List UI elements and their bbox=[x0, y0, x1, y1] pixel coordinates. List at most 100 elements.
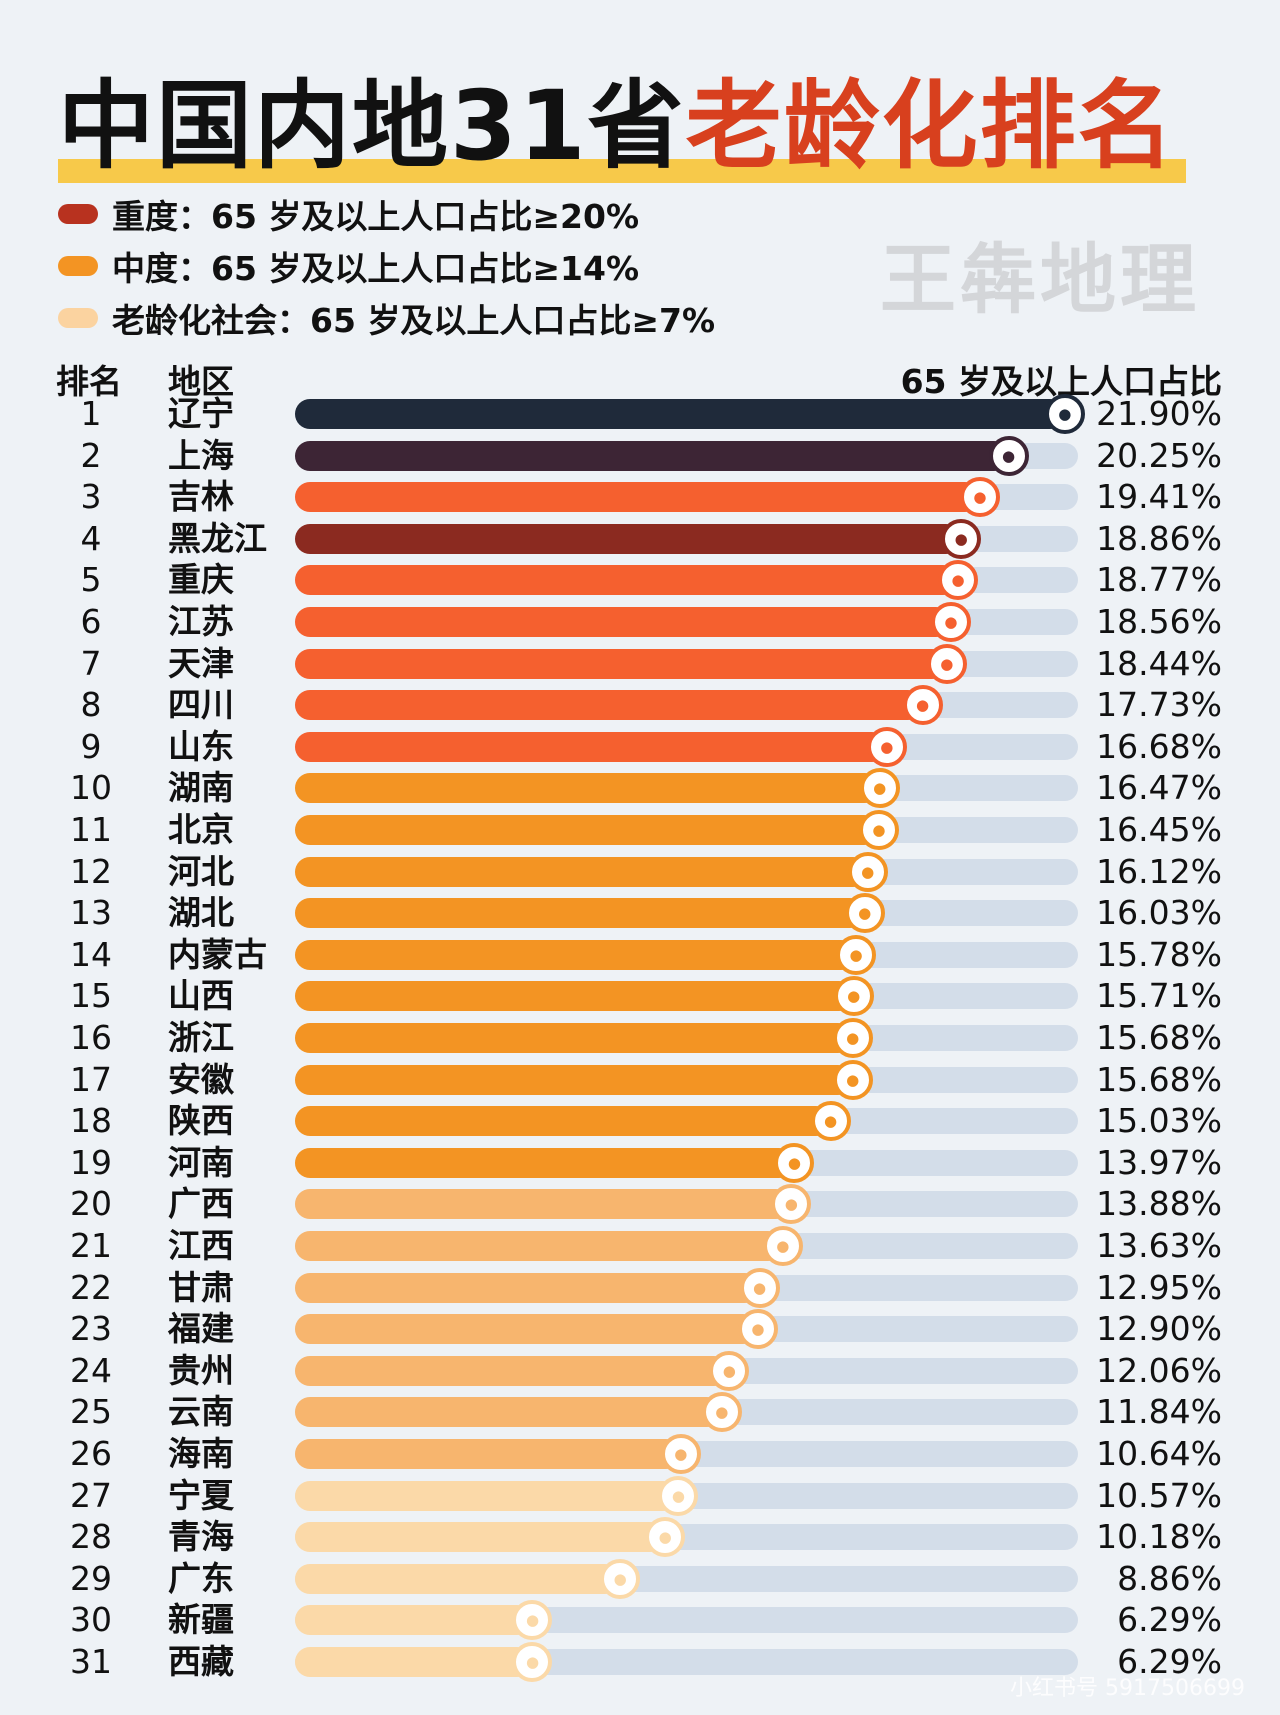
region-label: 海南 bbox=[168, 1434, 234, 1473]
region-label: 山东 bbox=[168, 726, 234, 766]
region-icon: ● bbox=[832, 1059, 873, 1100]
rank-label: 6 bbox=[80, 602, 102, 641]
region-icon: ● bbox=[938, 560, 979, 601]
bar bbox=[295, 939, 857, 970]
region-label: 贵州 bbox=[168, 1350, 234, 1390]
rank-label: 1 bbox=[80, 394, 102, 433]
region-icon: ● bbox=[660, 1434, 701, 1474]
region-label: 甘肃 bbox=[168, 1267, 234, 1307]
bar bbox=[295, 1439, 681, 1469]
bar bbox=[295, 1355, 730, 1386]
legend-label: 中度：65 岁及以上人口占比≥14% bbox=[112, 249, 640, 288]
region-icon: ● bbox=[739, 1267, 780, 1308]
bar bbox=[295, 648, 947, 679]
region-label: 新疆 bbox=[168, 1600, 234, 1640]
rank-label: 17 bbox=[70, 1059, 112, 1099]
region-label: 内蒙古 bbox=[168, 934, 267, 974]
bar bbox=[295, 1023, 853, 1053]
region-label: 福建 bbox=[168, 1309, 234, 1349]
region-label: 河南 bbox=[168, 1142, 234, 1182]
rank-label: 18 bbox=[70, 1101, 112, 1141]
bar-row: 4 黑龙江 ● 18.86% bbox=[0, 518, 1280, 560]
region-icon: ● bbox=[832, 1018, 873, 1058]
bar-row: 10 湖南 ● 16.47% bbox=[0, 767, 1280, 809]
bar-row: 12 河北 ● 16.12% bbox=[0, 851, 1280, 893]
region-icon: ● bbox=[771, 1184, 812, 1225]
bar-row: 29 广东 ● 8.86% bbox=[0, 1558, 1280, 1600]
value-label: 16.12% bbox=[1096, 851, 1222, 891]
value-label: 17.73% bbox=[1096, 685, 1222, 725]
region-icon: ● bbox=[833, 976, 874, 1017]
rank-label: 28 bbox=[70, 1517, 112, 1557]
region-icon: ● bbox=[600, 1558, 641, 1599]
rank-label: 26 bbox=[70, 1434, 112, 1473]
bar bbox=[295, 856, 868, 887]
bar-row: 24 贵州 ● 12.06% bbox=[0, 1350, 1280, 1392]
value-label: 15.68% bbox=[1096, 1018, 1222, 1057]
region-icon: ● bbox=[959, 477, 1000, 518]
bar-row: 27 宁夏 ● 10.57% bbox=[0, 1475, 1280, 1517]
region-icon: ● bbox=[988, 435, 1029, 476]
bar bbox=[295, 1189, 792, 1220]
rank-label: 22 bbox=[70, 1267, 112, 1307]
rank-label: 14 bbox=[70, 934, 112, 974]
rank-label: 2 bbox=[80, 435, 102, 475]
bar bbox=[295, 1480, 679, 1511]
bar bbox=[295, 1314, 758, 1345]
region-label: 四川 bbox=[168, 685, 234, 725]
region-label: 云南 bbox=[168, 1392, 234, 1432]
bar bbox=[295, 773, 880, 804]
region-icon: ● bbox=[737, 1309, 778, 1350]
region-label: 广西 bbox=[168, 1184, 234, 1224]
bar bbox=[295, 1522, 666, 1553]
bar bbox=[295, 440, 1009, 471]
region-icon: ● bbox=[844, 893, 885, 934]
title-part1: 中国内地31省 bbox=[58, 70, 686, 182]
bar-row: 17 安徽 ● 15.68% bbox=[0, 1059, 1280, 1101]
bar bbox=[295, 1647, 533, 1677]
bar bbox=[295, 1563, 621, 1594]
bar-row: 15 山西 ● 15.71% bbox=[0, 975, 1280, 1017]
value-label: 21.90% bbox=[1096, 394, 1222, 433]
value-label: 8.86% bbox=[1117, 1558, 1222, 1598]
value-label: 18.44% bbox=[1096, 643, 1222, 683]
rank-label: 5 bbox=[80, 560, 102, 600]
legend-label: 重度：65 岁及以上人口占比≥20% bbox=[112, 197, 640, 236]
rank-label: 3 bbox=[80, 477, 102, 517]
region-label: 浙江 bbox=[168, 1018, 234, 1057]
bar bbox=[295, 607, 951, 637]
rank-label: 25 bbox=[70, 1392, 112, 1432]
bar-row: 19 河南 ● 13.97% bbox=[0, 1142, 1280, 1184]
region-icon: ● bbox=[709, 1350, 750, 1391]
page-title: 中国内地31省老龄化排名 bbox=[58, 48, 1186, 187]
region-label: 北京 bbox=[168, 810, 234, 849]
header-region: 地区 bbox=[168, 362, 234, 401]
legend-swatch bbox=[58, 256, 98, 276]
legend-aging: 老龄化社会：65 岁及以上人口占比≥7% bbox=[58, 294, 715, 342]
legend-label: 老龄化社会：65 岁及以上人口占比≥7% bbox=[112, 301, 716, 340]
rank-label: 31 bbox=[70, 1642, 112, 1681]
rank-label: 4 bbox=[80, 518, 102, 558]
bar-row: 18 陕西 ● 15.03% bbox=[0, 1100, 1280, 1142]
region-label: 吉林 bbox=[168, 477, 234, 517]
region-label: 广东 bbox=[168, 1558, 234, 1598]
rank-label: 29 bbox=[70, 1558, 112, 1598]
rank-label: 19 bbox=[70, 1142, 112, 1182]
value-label: 11.84% bbox=[1096, 1392, 1222, 1432]
region-label: 重庆 bbox=[168, 560, 234, 600]
region-icon: ● bbox=[866, 726, 907, 767]
bar-row: 9 山东 ● 16.68% bbox=[0, 726, 1280, 768]
region-label: 河北 bbox=[168, 851, 234, 891]
region-label: 上海 bbox=[168, 435, 234, 475]
value-label: 15.78% bbox=[1096, 934, 1222, 974]
header-rank: 排名 bbox=[56, 362, 122, 401]
value-label: 10.64% bbox=[1096, 1434, 1222, 1473]
value-label: 16.45% bbox=[1096, 810, 1222, 849]
region-icon: ● bbox=[701, 1392, 742, 1433]
value-label: 18.86% bbox=[1096, 518, 1222, 558]
region-icon: ● bbox=[762, 1226, 803, 1266]
bar-row: 31 西藏 ● 6.29% bbox=[0, 1641, 1280, 1683]
bar-row: 21 江西 ● 13.63% bbox=[0, 1225, 1280, 1267]
region-label: 陕西 bbox=[168, 1101, 234, 1141]
bar bbox=[295, 1272, 760, 1303]
